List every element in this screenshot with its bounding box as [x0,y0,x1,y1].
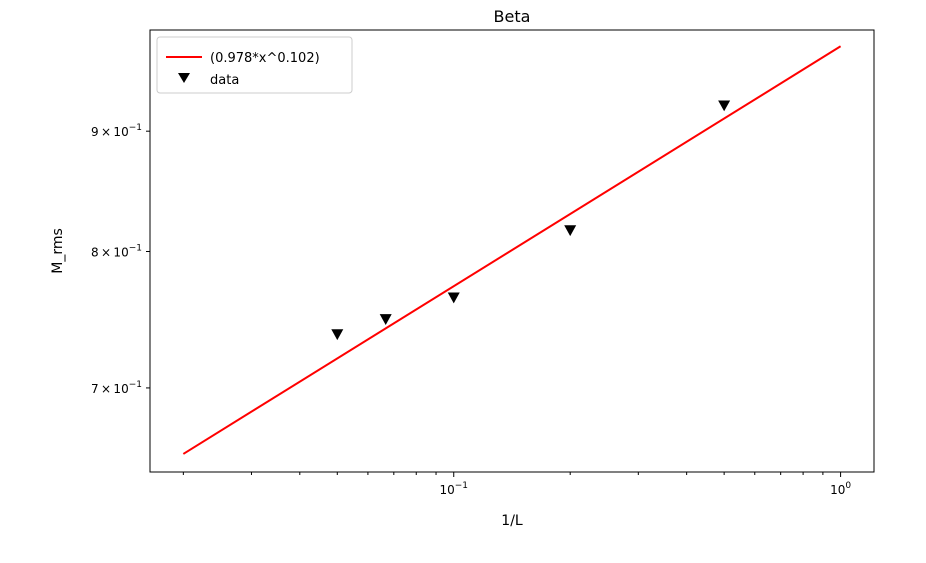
plot-frame [149,29,875,473]
legend-marker-data [178,73,190,83]
data-point-0 [331,329,344,341]
x-tick-label-1: 100 [830,481,851,497]
y-tick-label-1: 8 × 10−1 [91,244,142,260]
x-ticks: 10−1 100 [182,472,851,497]
x-axis-label: 1/L [501,513,523,529]
y-axis-label: M_rms [50,228,66,274]
y-tick-label-2: 9 × 10−1 [91,123,142,139]
legend: (0.978*x^0.102) data [156,36,353,94]
legend-label-fit: (0.978*x^0.102) [210,51,320,66]
data-point-3 [564,225,577,237]
y-tick-label-0: 7 × 10−1 [91,380,142,396]
data-point-1 [379,314,392,325]
legend-box [156,36,353,94]
data-point-4 [718,100,731,112]
fit-line [182,45,842,455]
x-tick-label-0: 10−1 [439,481,468,497]
chart-title: Beta [494,7,531,26]
plot-layer [182,45,842,455]
legend-label-data: data [210,73,239,88]
data-point-2 [447,292,460,304]
y-ticks: 7 × 10−1 8 × 10−1 9 × 10−1 [91,123,150,396]
